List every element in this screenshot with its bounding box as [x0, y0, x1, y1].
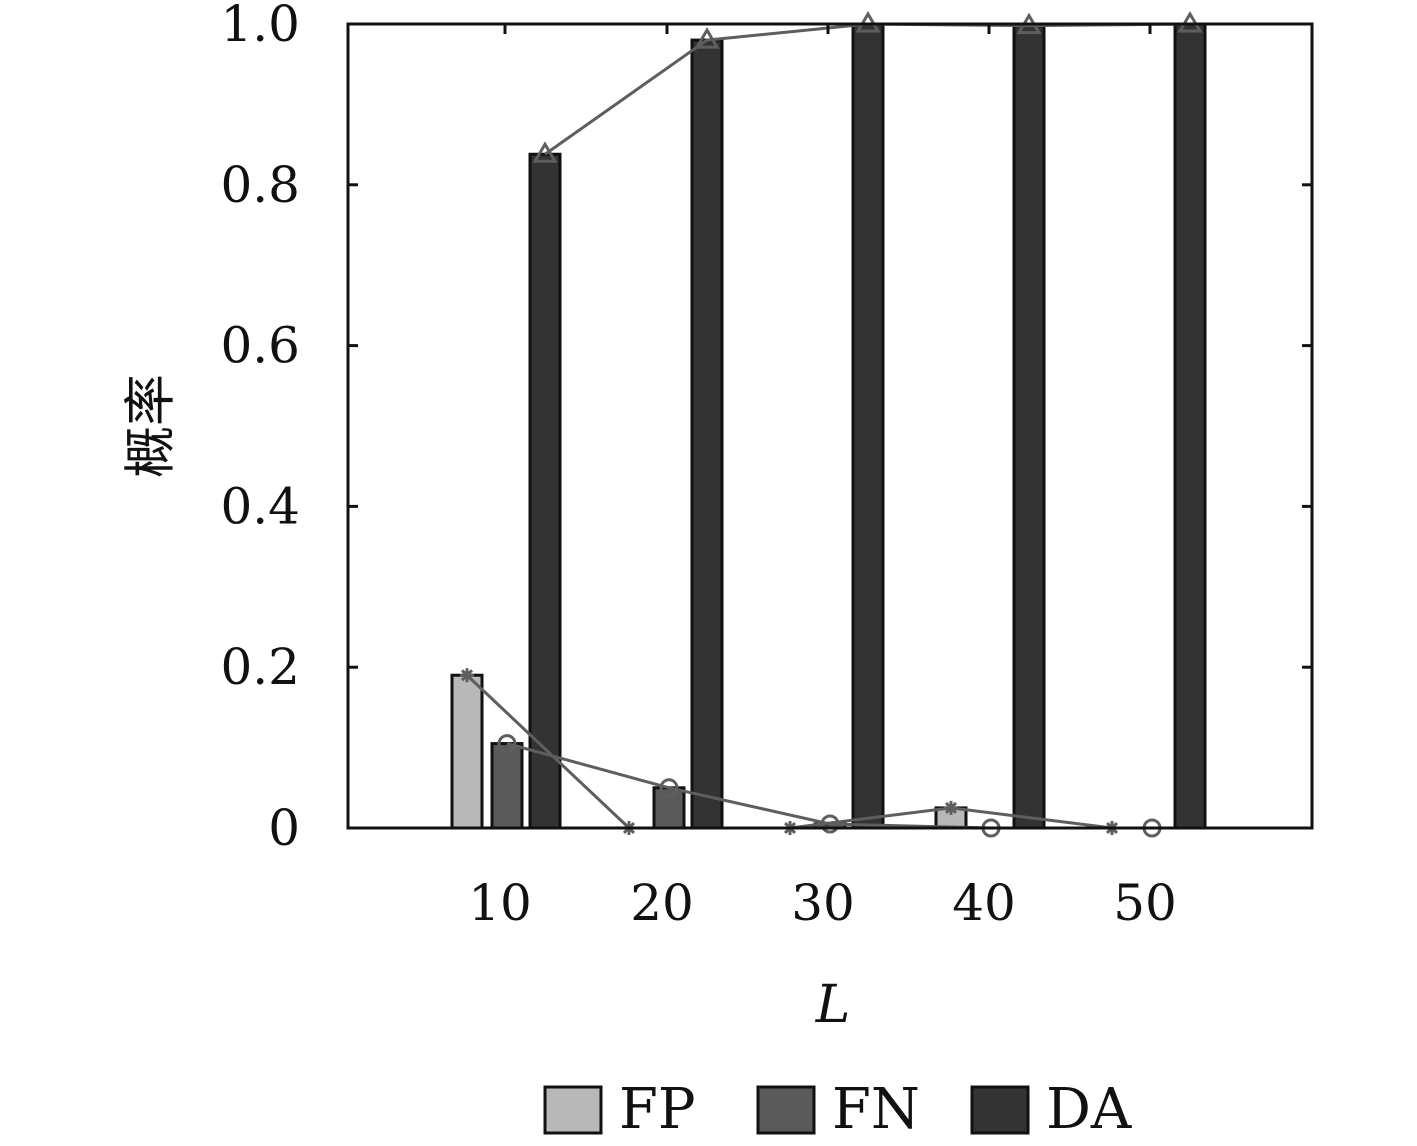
legend-label-fp: FP [619, 1077, 696, 1142]
marker-fn-10 [497, 734, 517, 754]
marker-da-10 [532, 141, 558, 163]
lines-layer [460, 11, 1203, 838]
plot-frame [346, 22, 1314, 830]
legend-swatch-fp [543, 1085, 603, 1135]
marker-fp-40 [944, 800, 958, 815]
x-tick-label: 50 [1113, 874, 1177, 932]
marker-fp-10 [460, 668, 474, 683]
x-tick-label: 20 [630, 874, 694, 932]
marker-da-20 [694, 27, 720, 49]
y-tick-label: 1.0 [220, 0, 300, 53]
legend-swatch-da [970, 1085, 1030, 1135]
x-axis-label: L [815, 975, 851, 1035]
bar-fn-10 [490, 742, 524, 830]
bar-da-20 [690, 38, 724, 830]
x-tick-label: 30 [791, 874, 855, 932]
marker-fn-30 [820, 814, 840, 834]
y-tick-label: 0.8 [220, 156, 300, 214]
legend-label-da: DA [1046, 1077, 1132, 1142]
bar-da-40 [1012, 24, 1046, 830]
bar-da-30 [851, 22, 885, 830]
bar-fn-20 [652, 786, 686, 830]
bar-da-50 [1173, 22, 1207, 830]
ticks-layer: 0 0.2 0.4 0.6 0.8 1.0 10 20 30 40 50 [220, 0, 1312, 932]
x-tick-label: 40 [952, 874, 1016, 932]
bar-da-10 [528, 152, 562, 830]
marker-fn-20 [659, 778, 679, 798]
legend-label-fn: FN [832, 1077, 920, 1142]
bar-fp-10 [450, 673, 484, 830]
bars-layer [450, 22, 1207, 830]
x-tick-label: 10 [468, 874, 532, 932]
y-tick-label: 0.2 [220, 638, 300, 696]
y-axis-label: 概率 [122, 374, 182, 478]
y-tick-label: 0 [268, 799, 300, 857]
y-tick-label: 0.4 [220, 477, 300, 535]
legend: FP FN DA [543, 1077, 1132, 1142]
y-tick-label: 0.6 [220, 317, 300, 375]
legend-swatch-fn [756, 1085, 816, 1135]
